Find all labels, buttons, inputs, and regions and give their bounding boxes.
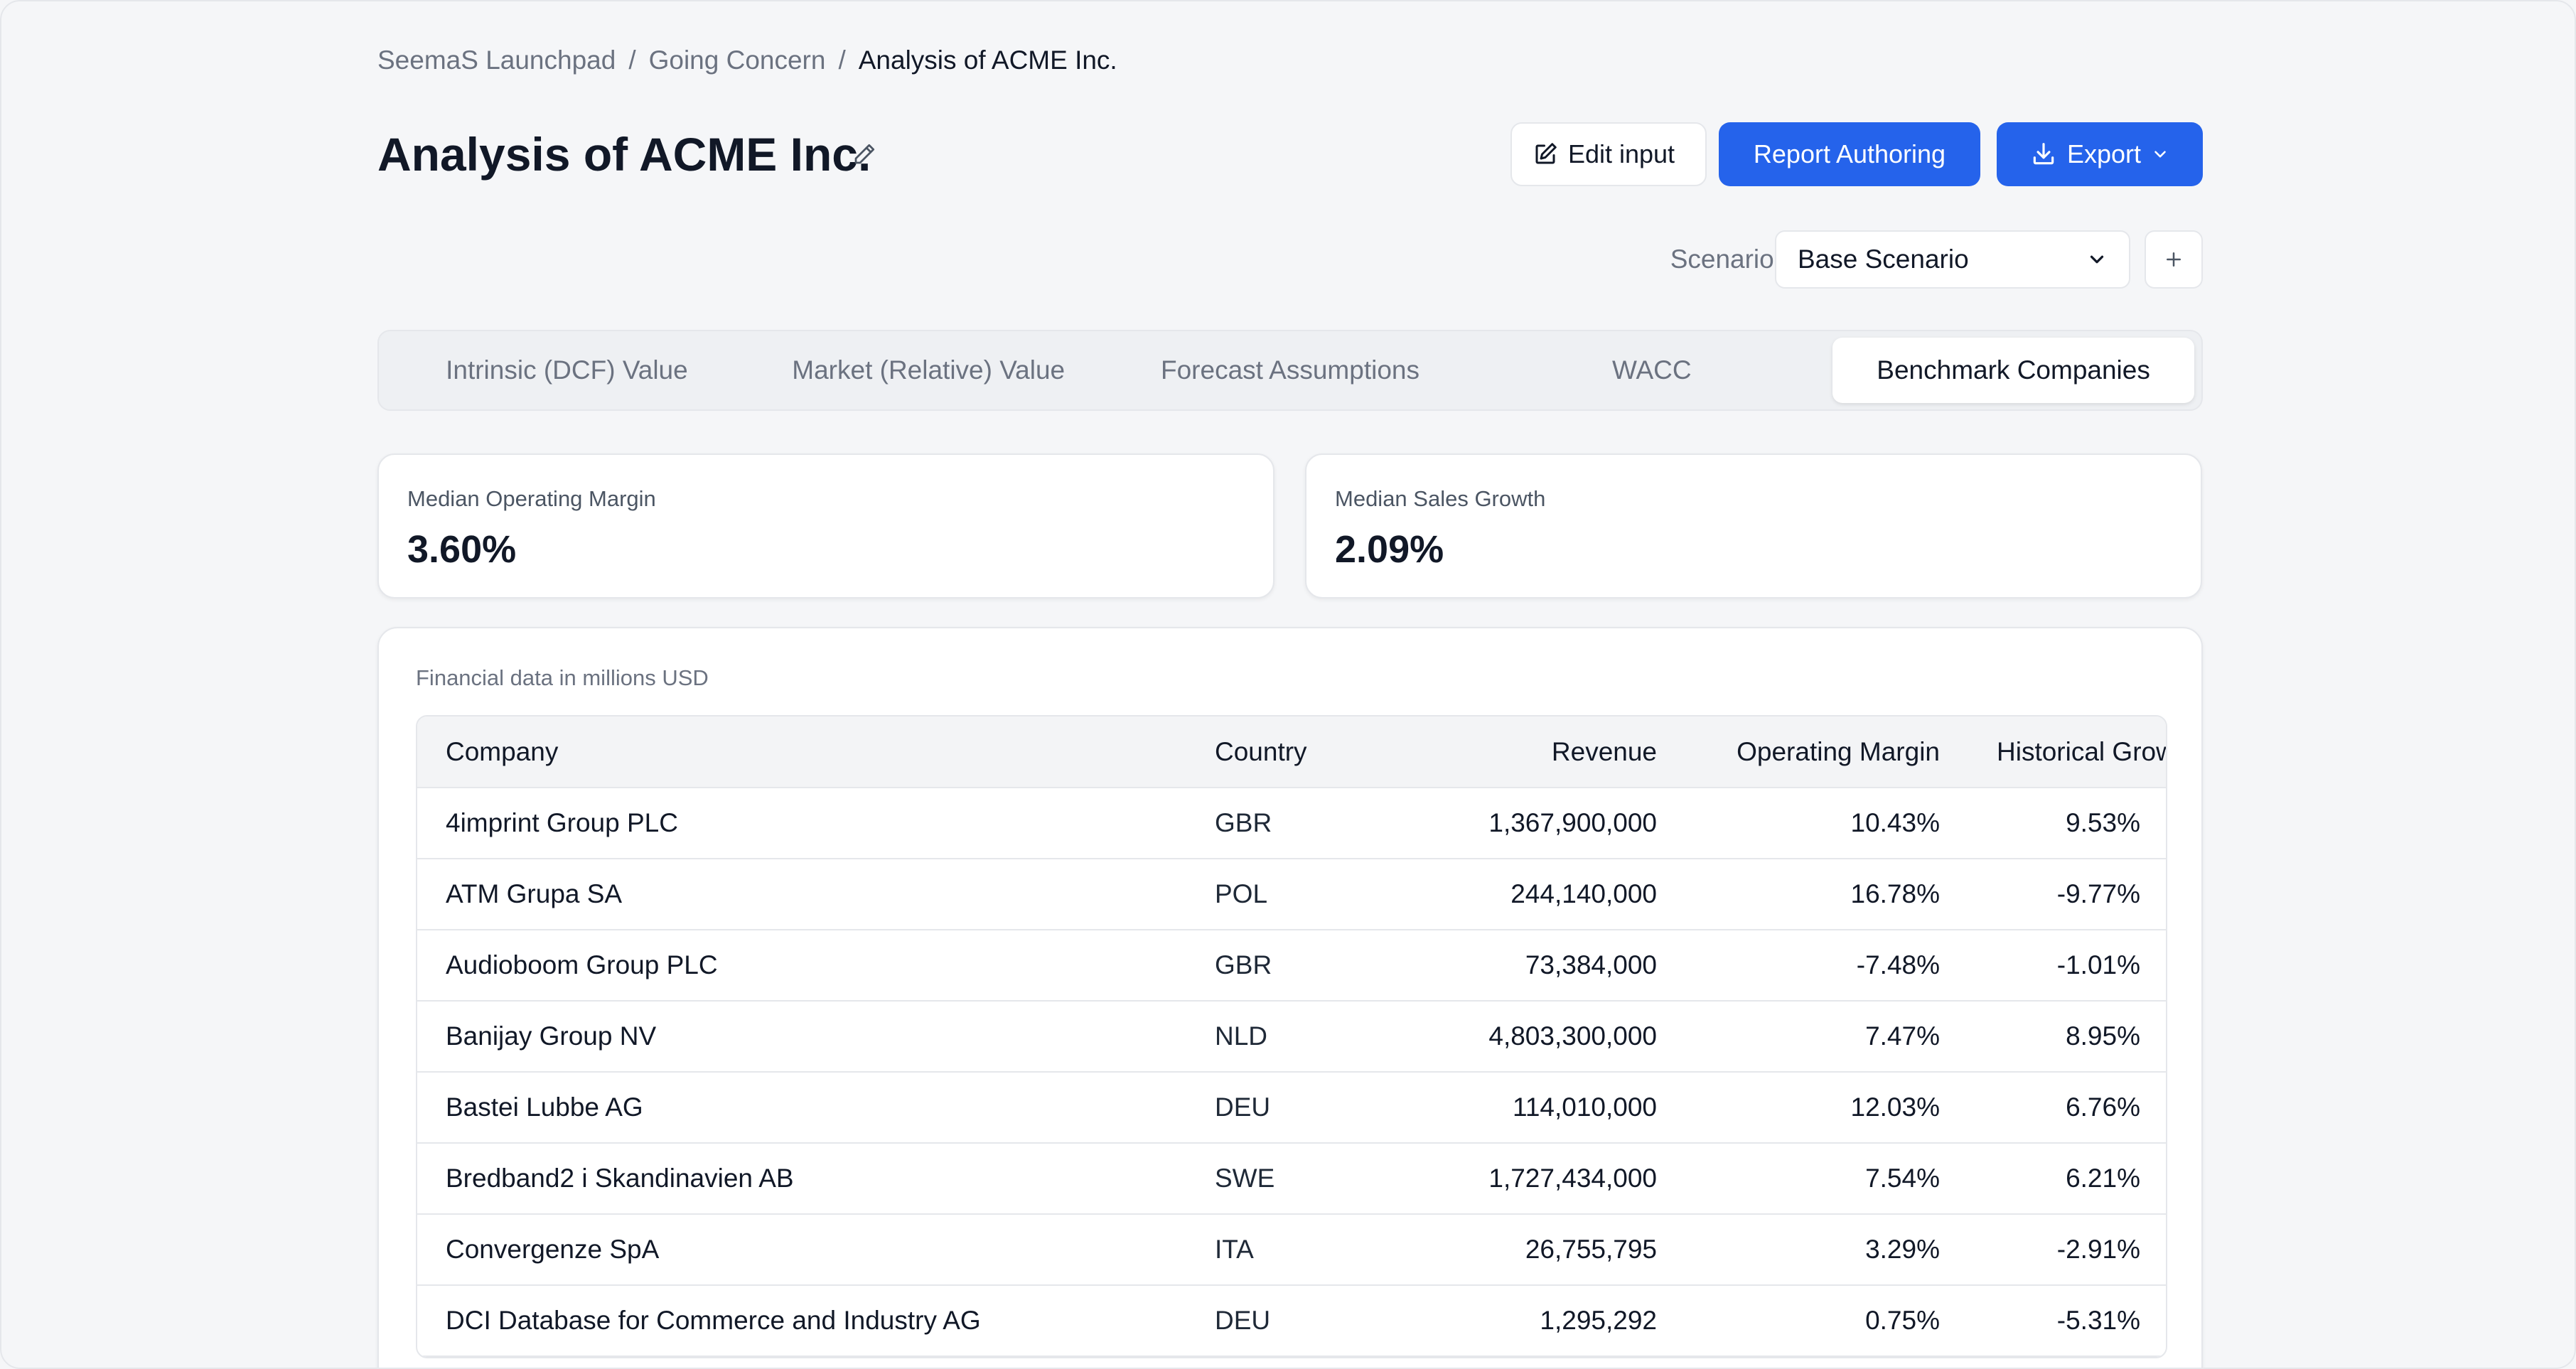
cell-revenue: 1,295,292	[1421, 1285, 1685, 1357]
table-header-row: Company Country Revenue Operating Margin…	[417, 716, 2166, 788]
page-title: Analysis of ACME Inc.	[377, 128, 871, 181]
cell-historical-growth: -2.91%	[1968, 1214, 2166, 1286]
table-note: Financial data in millions USD	[416, 665, 709, 690]
cell-revenue: 1,367,900,000	[1421, 788, 1685, 859]
cell-operating-margin: 0.75%	[1685, 1285, 1968, 1357]
stat-label: Median Sales Growth	[1335, 486, 1546, 511]
cell-revenue: 4,803,300,000	[1421, 1001, 1685, 1073]
plus-icon	[2167, 252, 2181, 267]
breadcrumb-current: Analysis of ACME Inc.	[858, 45, 1117, 75]
cell-country: POL	[1186, 859, 1421, 930]
cell-operating-margin: 12.03%	[1685, 1072, 1968, 1144]
cell-country: ITA	[1186, 1214, 1421, 1286]
cell-operating-margin: -7.48%	[1685, 930, 1968, 1002]
stat-value: 2.09%	[1335, 528, 1444, 571]
cell-company: DCI Database for Commerce and Industry A…	[417, 1285, 1186, 1357]
cell-revenue: 26,755,795	[1421, 1214, 1685, 1286]
cell-historical-growth: 9.53%	[1968, 788, 2166, 859]
cell-operating-margin: 16.78%	[1685, 859, 1968, 930]
edit-input-button[interactable]: Edit input	[1510, 122, 1707, 186]
table-row[interactable]: Bastei Lubbe AG DEU 114,010,000 12.03% 6…	[417, 1072, 2166, 1144]
breadcrumb-item-going-concern[interactable]: Going Concern	[648, 45, 826, 75]
scenario-label: Scenario:	[1670, 245, 1781, 274]
table-row[interactable]: 4imprint Group PLC GBR 1,367,900,000 10.…	[417, 788, 2166, 859]
median-operating-margin-card: Median Operating Margin 3.60%	[377, 453, 1274, 598]
cell-company: Banijay Group NV	[417, 1001, 1186, 1073]
column-header-company[interactable]: Company	[417, 716, 1186, 788]
cell-country: GBR	[1186, 788, 1421, 859]
cell-operating-margin: 7.54%	[1685, 1143, 1968, 1215]
cell-company: Bredband2 i Skandinavien AB	[417, 1143, 1186, 1215]
table-row[interactable]: Convergenze SpA ITA 26,755,795 3.29% -2.…	[417, 1214, 2166, 1286]
column-header-historical-growth[interactable]: Historical Growth	[1968, 716, 2166, 788]
stat-value: 3.60%	[407, 528, 517, 571]
tab-wacc[interactable]: WACC	[1611, 355, 1692, 385]
benchmark-table: Company Country Revenue Operating Margin…	[416, 715, 2167, 1358]
benchmark-table-card: Financial data in millions USD Company C…	[377, 627, 2203, 1368]
edit-title-button[interactable]	[847, 137, 881, 171]
chevron-down-icon	[2090, 255, 2104, 264]
cell-country: DEU	[1186, 1285, 1421, 1357]
cell-historical-growth: 6.21%	[1968, 1143, 2166, 1215]
export-button[interactable]: Export	[1997, 122, 2203, 186]
median-sales-growth-card: Median Sales Growth 2.09%	[1305, 453, 2202, 598]
table-row[interactable]: ATM Grupa SA POL 244,140,000 16.78% -9.7…	[417, 859, 2166, 930]
table-row[interactable]: Audioboom Group PLC GBR 73,384,000 -7.48…	[417, 930, 2166, 1002]
cell-operating-margin: 10.43%	[1685, 788, 1968, 859]
tab-forecast-assumptions[interactable]: Forecast Assumptions	[1161, 355, 1420, 385]
cell-country: GBR	[1186, 930, 1421, 1002]
breadcrumb-item-launchpad[interactable]: SeemaS Launchpad	[377, 45, 616, 75]
tab-benchmark-companies[interactable]: Benchmark Companies	[1832, 338, 2194, 403]
cell-historical-growth: 6.76%	[1968, 1072, 2166, 1144]
download-icon	[2033, 143, 2054, 165]
breadcrumb-separator: /	[838, 45, 846, 75]
table-row[interactable]: Banijay Group NV NLD 4,803,300,000 7.47%…	[417, 1001, 2166, 1073]
report-authoring-button[interactable]: Report Authoring	[1719, 122, 1980, 186]
scenario-selected-value: Base Scenario	[1798, 245, 1969, 274]
cell-operating-margin: 7.47%	[1685, 1001, 1968, 1073]
table-row[interactable]: Bredband2 i Skandinavien AB SWE 1,727,43…	[417, 1143, 2166, 1215]
cell-historical-growth: -1.01%	[1968, 930, 2166, 1002]
cell-revenue: 1,727,434,000	[1421, 1143, 1685, 1215]
column-header-country[interactable]: Country	[1186, 716, 1421, 788]
export-label: Export	[2066, 139, 2142, 168]
edit-input-label: Edit input	[1567, 139, 1675, 168]
cell-revenue: 73,384,000	[1421, 930, 1685, 1002]
cell-historical-growth: -5.31%	[1968, 1285, 2166, 1357]
pencil-square-icon	[1535, 143, 1557, 164]
tab-market-relative-value[interactable]: Market (Relative) Value	[792, 355, 1066, 385]
cell-company: Audioboom Group PLC	[417, 930, 1186, 1002]
chevron-down-icon	[2154, 151, 2166, 158]
scenario-select[interactable]: Base Scenario	[1775, 230, 2130, 289]
benchmark-companies-table: Company Country Revenue Operating Margin…	[417, 716, 2166, 1357]
breadcrumb-separator: /	[628, 45, 636, 75]
stat-label: Median Operating Margin	[407, 486, 656, 511]
column-header-revenue[interactable]: Revenue	[1421, 716, 1685, 788]
cell-company: Bastei Lubbe AG	[417, 1072, 1186, 1144]
table-row[interactable]: DCI Database for Commerce and Industry A…	[417, 1285, 2166, 1357]
pencil-icon	[854, 144, 875, 164]
cell-company: 4imprint Group PLC	[417, 788, 1186, 859]
cell-country: NLD	[1186, 1001, 1421, 1073]
cell-historical-growth: -9.77%	[1968, 859, 2166, 930]
tab-intrinsic-dcf-value[interactable]: Intrinsic (DCF) Value	[446, 355, 688, 385]
add-scenario-button[interactable]	[2145, 230, 2203, 289]
report-authoring-label: Report Authoring	[1753, 139, 1946, 168]
cell-company: Convergenze SpA	[417, 1214, 1186, 1286]
cell-country: SWE	[1186, 1143, 1421, 1215]
cell-operating-margin: 3.29%	[1685, 1214, 1968, 1286]
breadcrumb: SeemaS Launchpad / Going Concern / Analy…	[377, 43, 1117, 78]
cell-country: DEU	[1186, 1072, 1421, 1144]
tab-bar: Intrinsic (DCF) Value Market (Relative) …	[377, 330, 2203, 411]
cell-revenue: 244,140,000	[1421, 859, 1685, 930]
cell-revenue: 114,010,000	[1421, 1072, 1685, 1144]
column-header-operating-margin[interactable]: Operating Margin	[1685, 716, 1968, 788]
cell-company: ATM Grupa SA	[417, 859, 1186, 930]
cell-historical-growth: 8.95%	[1968, 1001, 2166, 1073]
